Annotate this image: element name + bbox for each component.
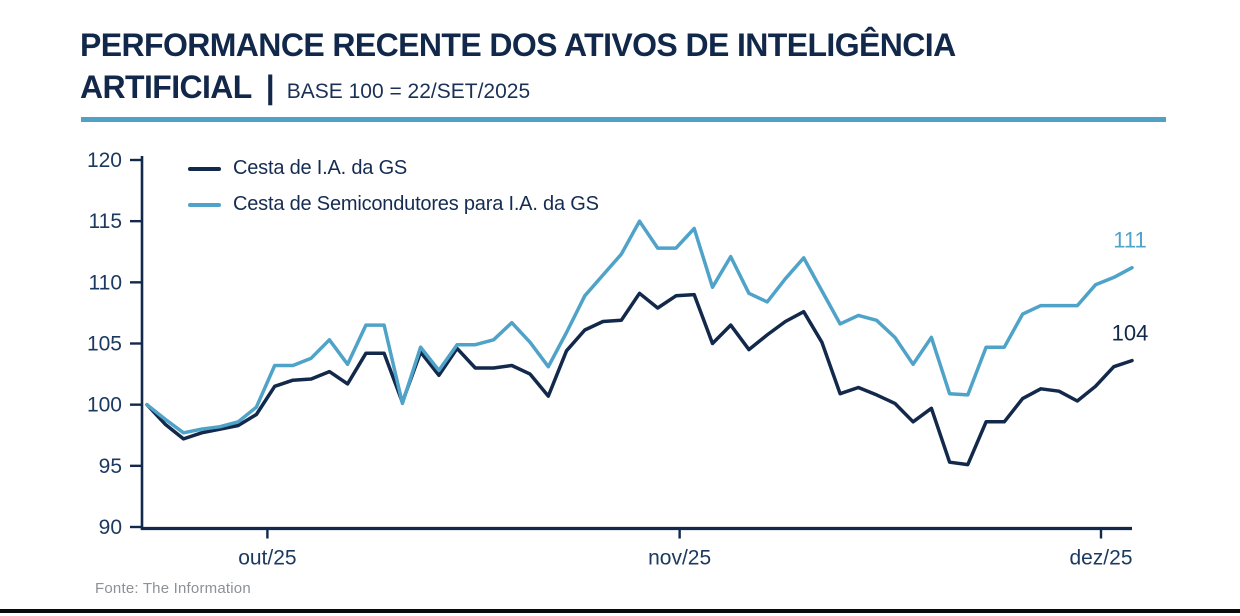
- page-title-line2-row: ARTIFICIAL | BASE 100 = 22/SET/2025: [80, 66, 1180, 108]
- legend-label-semiconductors-basket: Cesta de Semicondutores para I.A. da GS: [233, 193, 599, 215]
- bottom-border-bar: [0, 609, 1240, 613]
- chart-subtitle-base-note: BASE 100 = 22/SET/2025: [286, 80, 531, 103]
- y-axis-tick-label: 105: [87, 333, 122, 356]
- legend-label-ia-basket: Cesta de I.A. da GS: [233, 157, 408, 179]
- blue-divider-rule: [81, 117, 1166, 122]
- x-axis-tick-label: nov/25: [648, 547, 711, 570]
- legend-swatch-navy-line: [188, 166, 221, 171]
- series-line-ia-basket: [145, 291, 1134, 467]
- source-attribution: Fonte: The Information: [95, 580, 251, 597]
- y-axis-tick-label: 90: [99, 516, 122, 539]
- legend-item-semiconductors-basket: Cesta de Semicondutores para I.A. da GS: [188, 193, 599, 216]
- legend-item-ia-basket: Cesta de I.A. da GS: [188, 157, 599, 180]
- y-axis-tick-label: 95: [99, 455, 122, 478]
- series-line-semiconductors-basket: [145, 219, 1134, 435]
- title-block: PERFORMANCE RECENTE DOS ATIVOS DE INTELI…: [80, 24, 1180, 108]
- y-axis-tick-label: 120: [87, 149, 122, 172]
- x-axis-tick-label: out/25: [238, 547, 296, 570]
- y-axis-tick-label: 110: [89, 271, 122, 294]
- title-separator-bar: |: [265, 69, 275, 105]
- page-title-line1: PERFORMANCE RECENTE DOS ATIVOS DE INTELI…: [80, 27, 956, 63]
- page-title-line2: ARTIFICIAL: [80, 69, 252, 105]
- end-label-ia-basket: 104: [1112, 321, 1149, 346]
- y-axis-tick-label: 115: [89, 210, 122, 233]
- legend-swatch-blue-line: [188, 202, 221, 207]
- y-axis-tick-label: 100: [87, 394, 122, 417]
- chart-legend: Cesta de I.A. da GS Cesta de Semiconduto…: [188, 157, 599, 216]
- x-axis-tick-label: dez/25: [1069, 547, 1132, 570]
- end-label-semiconductors-basket: 111: [1113, 228, 1146, 253]
